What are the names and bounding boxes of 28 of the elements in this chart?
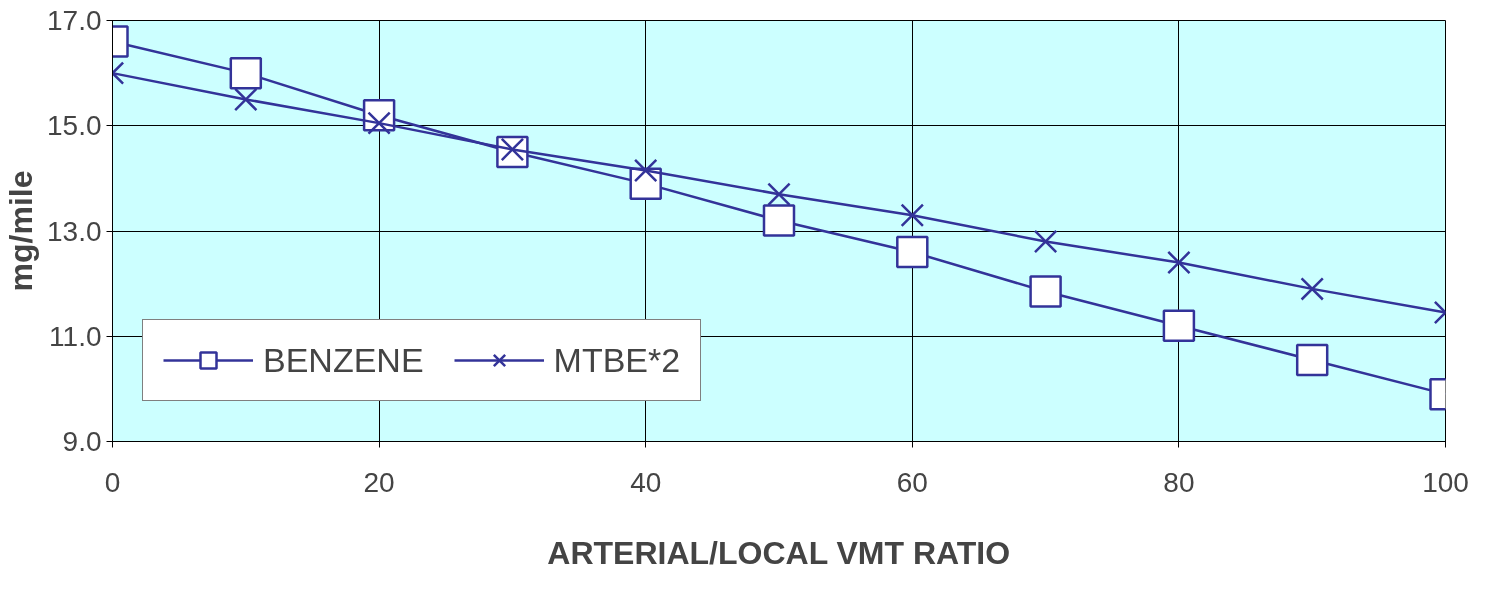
x-tick-label: 100 (1422, 466, 1469, 498)
y-tick-label: 13.0 (47, 215, 102, 247)
point (1295, 343, 1329, 377)
x-axis-title: ARTERIAL/LOCAL VMT RATIO (547, 534, 1011, 571)
point (1033, 229, 1058, 254)
legend-label: BENZENE (263, 340, 424, 380)
x-tick-label: 80 (1163, 466, 1195, 498)
legend-label: MTBE*2 (553, 340, 681, 380)
point (896, 235, 929, 269)
y-axis-title: mg/mile (3, 170, 39, 292)
point (1162, 309, 1196, 342)
point (229, 56, 263, 90)
point (233, 87, 258, 112)
point (1167, 250, 1191, 275)
y-tick-label: 11.0 (49, 320, 102, 352)
x-tick-label: 20 (363, 466, 395, 498)
x-tick-label: 0 (104, 466, 121, 498)
y-tick-label: 9.0 (62, 426, 102, 457)
point (900, 203, 925, 228)
x-tick-label: 40 (630, 466, 662, 498)
point (1029, 275, 1062, 308)
point (762, 204, 796, 237)
point (1300, 277, 1325, 301)
point (633, 158, 658, 183)
x-tick-label: 60 (896, 466, 928, 498)
y-tick-label: 15.0 (47, 110, 102, 142)
y-tick-label: 17.0 (47, 5, 102, 36)
point (767, 182, 791, 207)
